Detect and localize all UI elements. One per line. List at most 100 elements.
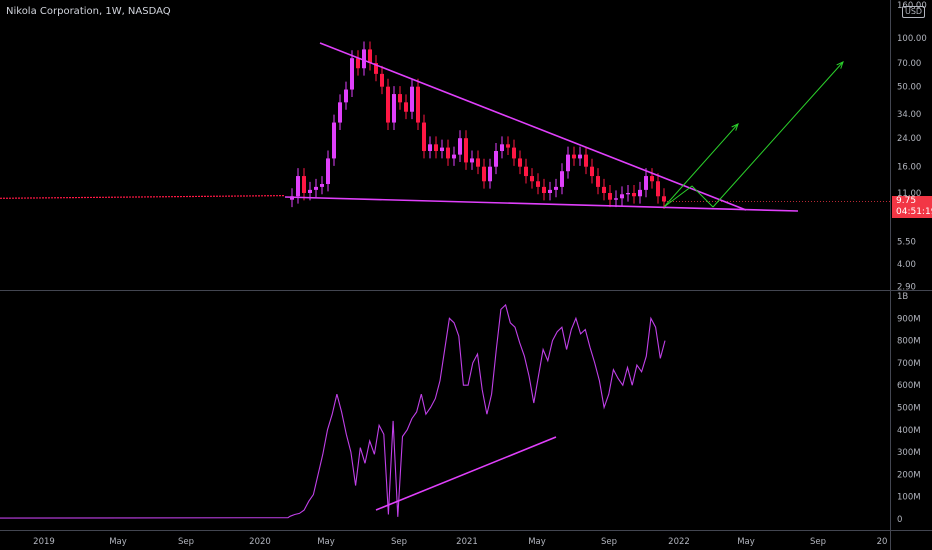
volume-tick-label: 900M [897,314,921,324]
volume-trendline [375,436,557,511]
candle-body [590,166,594,177]
candle-body [650,176,654,182]
volume-tick-label: 400M [897,426,921,436]
target-arrow-1 [663,123,739,208]
lower-trendline [284,196,799,212]
candle-body [362,49,366,69]
candle-body [416,86,420,123]
pre-listing-price-line [0,195,286,199]
volume-series-line [0,303,666,519]
candle-body [356,58,360,69]
candle-body [614,198,618,200]
time-tick-label: 2019 [33,537,55,547]
chart-title: Nikola Corporation, 1W, NASDAQ [6,6,171,17]
price-tick-label: 70.00 [897,59,921,69]
upper-trendline [319,42,747,211]
volume-tick-label: 100M [897,493,921,503]
last-price-value: 9.75 [896,196,917,206]
price-tick-label: 2.90 [897,283,916,293]
time-tick-label: 2022 [668,537,690,547]
price-tick-label: 100.00 [897,34,927,44]
candle-body [656,181,660,197]
candle-body [536,181,540,187]
candle-body [458,138,462,155]
candle-body [632,193,636,197]
volume-tick-label: 700M [897,359,921,369]
candle-body [584,154,588,167]
target-arrow-2 [712,61,844,208]
price-tick-label: 5.50 [897,238,916,248]
candle-body [332,122,336,159]
candle-body [440,147,444,152]
candle-body [386,86,390,123]
candle-body [482,166,486,182]
last-price-tag: 9.75 04:51:19 [892,196,932,218]
price-tick-label: 4.00 [897,260,916,270]
candle-body [410,86,414,112]
candle-body [476,158,480,167]
candle-body [566,154,570,172]
candle-body [308,189,312,193]
volume-tick-label: 0 [897,515,902,525]
candle-body [500,144,504,152]
candle-body [488,166,492,182]
candle-body [398,94,402,103]
candle-body [338,102,342,123]
candle-body [380,73,384,87]
candle-body [422,122,426,152]
candle-body [578,154,582,159]
time-tick-label: Sep [391,537,407,547]
candle-body [428,144,432,152]
candle-body [470,158,474,163]
candle-body [560,171,564,187]
volume-tick-label: 300M [897,448,921,458]
candle-body [320,184,324,187]
time-tick-label: May [528,537,546,547]
time-tick-label: Sep [178,537,194,547]
candle-body [608,193,612,200]
time-tick-label: May [109,537,127,547]
candle-body [524,166,528,177]
volume-tick-label: 500M [897,404,921,414]
candle-body [518,158,522,167]
candle-body [662,196,666,202]
candle-body [554,186,558,190]
target-arrow-2-head [836,61,844,69]
candle-body [596,176,600,187]
price-tick-label: 50.00 [897,83,921,93]
volume-tick-label: 1B [897,292,908,302]
time-tick-label: 2021 [456,537,478,547]
candle-body [374,63,378,74]
candle-body [368,49,372,64]
candle-body [392,94,396,123]
candle-body [638,189,642,197]
candle-body [446,147,450,159]
price-tick-label: 16.00 [897,163,921,173]
candle-body [350,58,354,90]
candle-body [452,154,456,159]
candle-body [548,189,552,193]
price-tick-label: 160.00 [897,1,927,11]
candle-body [344,89,348,103]
candle-body [572,154,576,159]
time-tick-label: 20 [877,537,888,547]
candle-body [314,186,318,190]
projected-path [663,185,714,208]
candle-body [326,158,330,185]
time-tick-label: Sep [810,537,826,547]
time-tick-label: Sep [601,537,617,547]
candle-body [506,144,510,148]
candle-body [644,176,648,190]
candle-body [434,144,438,152]
time-tick-label: May [317,537,335,547]
price-tick-label: 34.00 [897,110,921,120]
candle-body [620,194,624,199]
candle-body [494,151,498,167]
price-tick-label: 24.00 [897,134,921,144]
bar-countdown: 04:51:19 [896,207,932,217]
currency-badge[interactable]: USD [902,6,926,18]
candle-body [530,176,534,182]
candle-body [464,138,468,163]
candle-body [626,193,630,195]
